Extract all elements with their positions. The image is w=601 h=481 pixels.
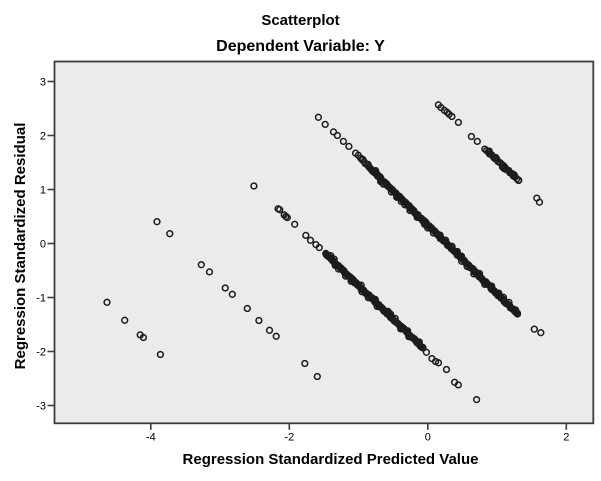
svg-text:-3: -3 (36, 401, 46, 413)
svg-text:-2: -2 (36, 347, 46, 359)
svg-text:-2: -2 (284, 432, 294, 444)
svg-text:Regression Standardized Predic: Regression Standardized Predicted Value (183, 451, 479, 468)
svg-text:0: 0 (425, 432, 431, 444)
svg-text:1: 1 (40, 185, 46, 197)
svg-text:Dependent Variable: Y: Dependent Variable: Y (216, 38, 385, 55)
svg-text:3: 3 (40, 77, 46, 89)
svg-text:Regression Standardized Residu: Regression Standardized Residual (12, 123, 29, 370)
svg-text:2: 2 (563, 432, 569, 444)
svg-text:-4: -4 (146, 432, 156, 444)
svg-text:2: 2 (40, 131, 46, 143)
svg-text:-1: -1 (36, 293, 46, 305)
svg-text:Scatterplot: Scatterplot (261, 12, 339, 29)
svg-text:0: 0 (40, 239, 46, 251)
